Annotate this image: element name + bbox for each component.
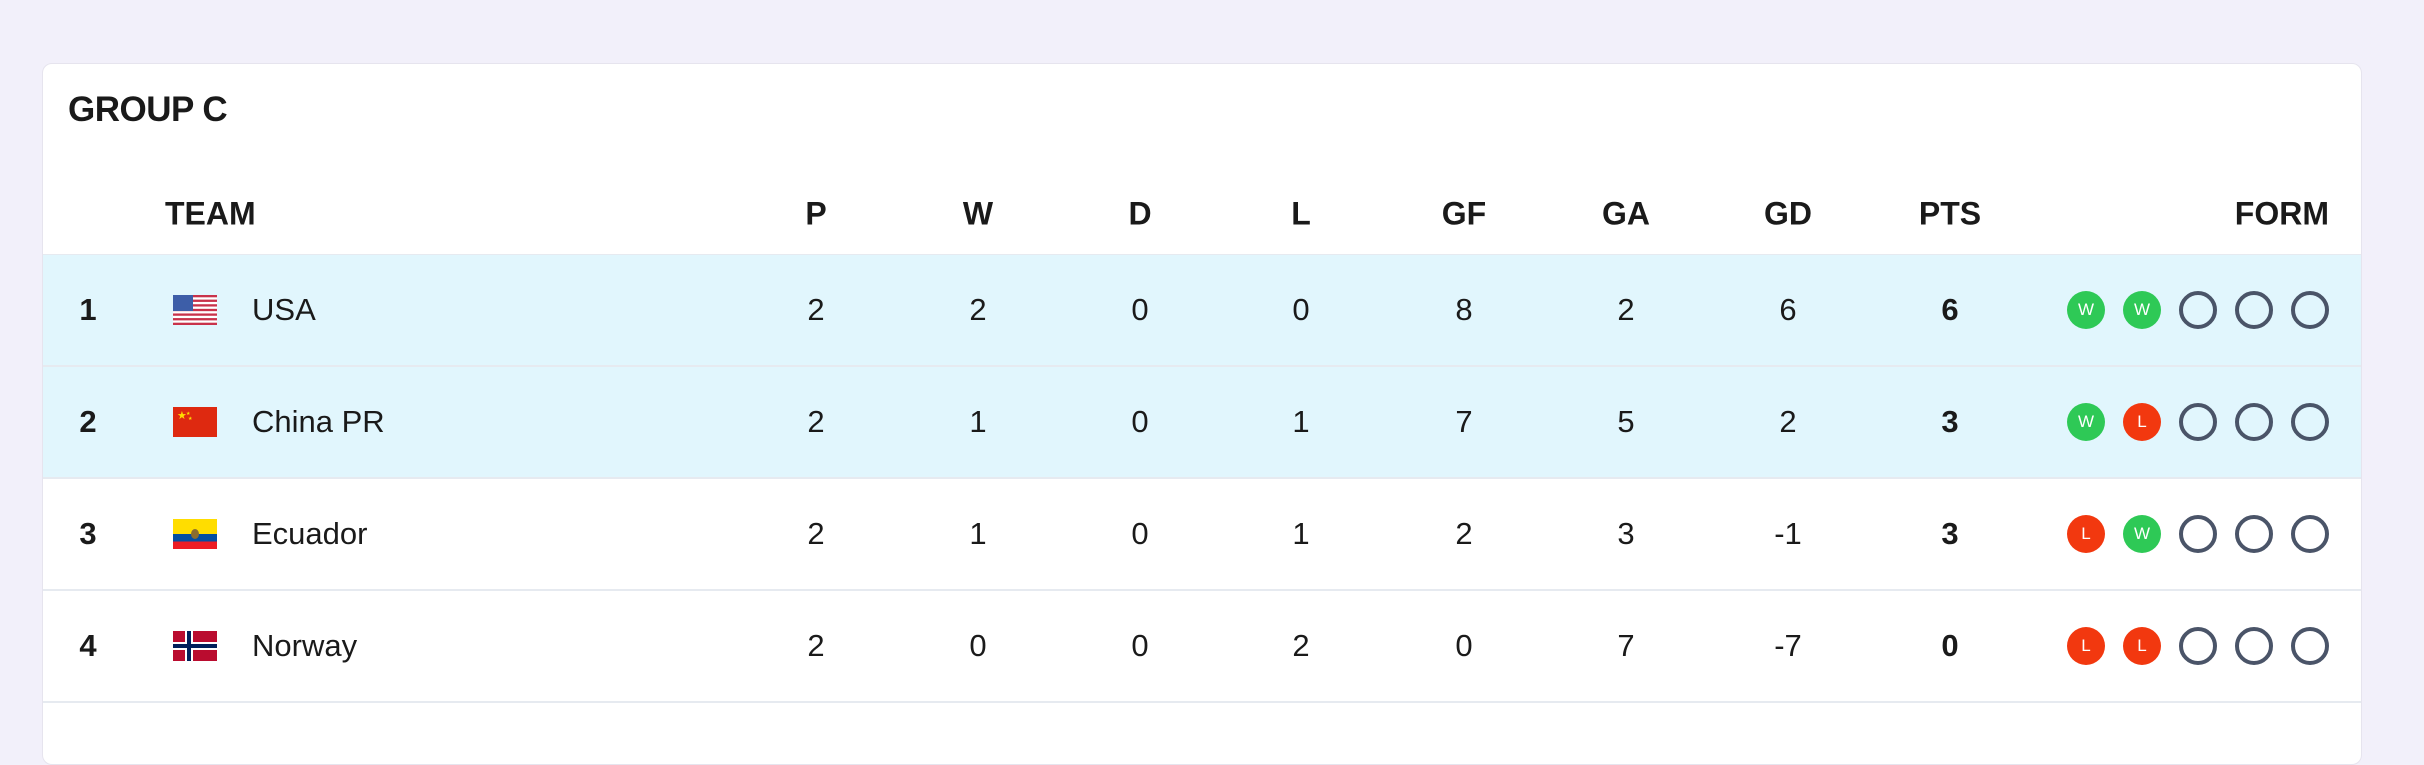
header-goal-difference: GD [1764, 195, 1812, 232]
group-title: GROUP C [68, 90, 228, 129]
rank: 4 [79, 628, 97, 663]
drawn-value: 0 [1131, 292, 1149, 327]
header-team: TEAM [165, 195, 256, 232]
form-loss-badge: L [2067, 627, 2105, 665]
goal-difference-value: -1 [1774, 516, 1802, 551]
lost-value: 2 [1292, 628, 1310, 663]
header-played: P [805, 195, 827, 232]
header-lost: L [1291, 195, 1311, 232]
goals-for-value: 0 [1455, 628, 1473, 663]
played-value: 2 [807, 404, 825, 439]
form-empty-badge [2235, 515, 2273, 553]
form-empty-badge [2235, 291, 2273, 329]
svg-text:★: ★ [177, 410, 187, 422]
drawn-value: 0 [1131, 404, 1149, 439]
svg-text:★: ★ [188, 416, 193, 422]
rank: 2 [79, 404, 97, 439]
table-row[interactable]: 2 ★ ★ ★ China PR 2 1 0 1 7 5 2 3 W L [43, 367, 2361, 479]
played-value: 2 [807, 292, 825, 327]
form-win-badge: W [2123, 515, 2161, 553]
goals-against-value: 5 [1617, 404, 1635, 439]
form-empty-badge [2179, 403, 2217, 441]
goals-against-value: 7 [1617, 628, 1635, 663]
lost-value: 0 [1292, 292, 1310, 327]
points-value: 6 [1941, 292, 1959, 327]
team-name[interactable]: Ecuador [252, 516, 368, 551]
lost-value: 1 [1292, 516, 1310, 551]
group-standings-card: GROUP C TEAM P W D L GF GA GD PTS FORM 1… [42, 63, 2362, 765]
header-points: PTS [1918, 195, 1982, 232]
played-value: 2 [807, 516, 825, 551]
goal-difference-value: 2 [1779, 404, 1797, 439]
norway-flag-icon [173, 631, 217, 661]
header-drawn: D [1128, 195, 1152, 232]
form-empty-badge [2291, 627, 2329, 665]
form-empty-badge [2235, 627, 2273, 665]
goals-against-value: 2 [1617, 292, 1635, 327]
header-goals-for: GF [1441, 195, 1487, 232]
won-value: 1 [969, 516, 987, 551]
team-name[interactable]: China PR [252, 404, 385, 439]
svg-text:★: ★ [186, 411, 191, 417]
form-win-badge: W [2123, 291, 2161, 329]
table-row[interactable]: 1 USA 2 2 0 0 8 2 6 6 W W [43, 255, 2361, 367]
table-header: TEAM P W D L GF GA GD PTS FORM [43, 174, 2361, 256]
won-value: 0 [969, 628, 987, 663]
drawn-value: 0 [1131, 516, 1149, 551]
form-loss-badge: L [2123, 403, 2161, 441]
form-empty-badge [2179, 291, 2217, 329]
drawn-value: 0 [1131, 628, 1149, 663]
form-win-badge: W [2067, 291, 2105, 329]
rank: 1 [79, 292, 97, 327]
won-value: 1 [969, 404, 987, 439]
goal-difference-value: 6 [1779, 292, 1797, 327]
header-goals-against: GA [1602, 195, 1650, 232]
goal-difference-value: -7 [1774, 628, 1802, 663]
goals-for-value: 2 [1455, 516, 1473, 551]
points-value: 3 [1941, 516, 1959, 551]
ecuador-flag-icon [173, 519, 217, 549]
header-form: FORM [2234, 195, 2329, 232]
team-name[interactable]: USA [252, 292, 316, 327]
points-value: 3 [1941, 404, 1959, 439]
form-loss-badge: L [2123, 627, 2161, 665]
won-value: 2 [969, 292, 987, 327]
form-win-badge: W [2067, 403, 2105, 441]
goals-for-value: 8 [1455, 292, 1473, 327]
rank: 3 [79, 516, 97, 551]
form-empty-badge [2179, 627, 2217, 665]
goals-for-value: 7 [1455, 404, 1473, 439]
form-empty-badge [2235, 403, 2273, 441]
lost-value: 1 [1292, 404, 1310, 439]
header-won: W [962, 195, 994, 232]
table-row[interactable]: 4 Norway 2 0 0 2 0 7 -7 0 L L [43, 591, 2361, 703]
china-flag-icon: ★ ★ ★ [173, 407, 217, 437]
form-empty-badge [2179, 515, 2217, 553]
points-value: 0 [1941, 628, 1959, 663]
form-empty-badge [2291, 291, 2329, 329]
form-empty-badge [2291, 403, 2329, 441]
usa-flag-icon [173, 295, 217, 325]
form-empty-badge [2291, 515, 2329, 553]
table-row[interactable]: 3 Ecuador 2 1 0 1 2 3 -1 3 L W [43, 479, 2361, 591]
team-name[interactable]: Norway [252, 628, 358, 663]
goals-against-value: 3 [1617, 516, 1635, 551]
form-loss-badge: L [2067, 515, 2105, 553]
played-value: 2 [807, 628, 825, 663]
